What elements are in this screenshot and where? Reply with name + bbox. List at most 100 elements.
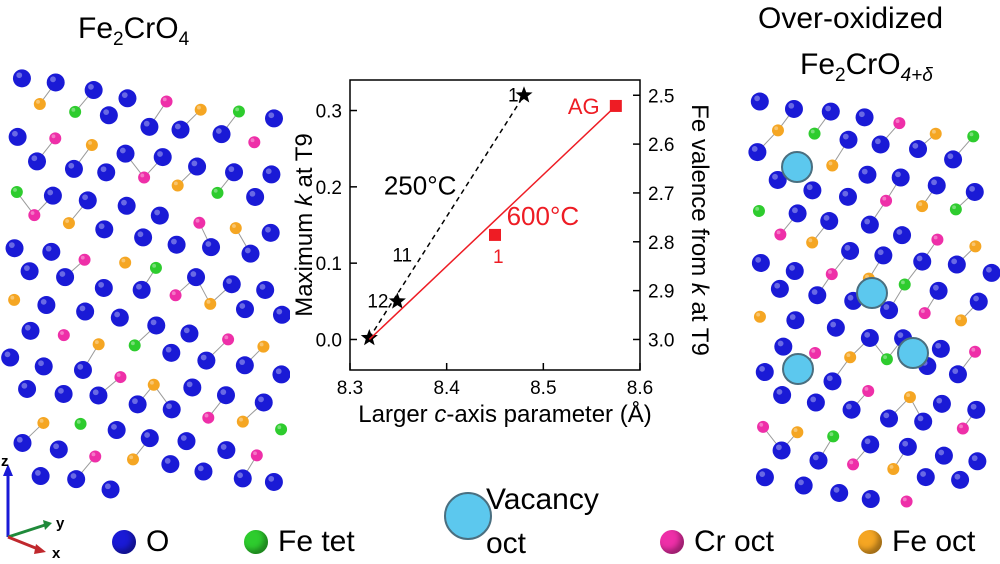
o-atom xyxy=(153,148,172,167)
o-atom xyxy=(916,468,935,487)
fe-tet-atom-shine xyxy=(13,188,17,192)
legend-label-fe-oct: Fe oct xyxy=(892,525,976,558)
o-atom-shine xyxy=(111,423,117,430)
o-atom-shine xyxy=(947,153,954,160)
o-atom xyxy=(898,437,917,456)
o-atom-shine xyxy=(830,321,837,328)
legend-item-fe-tet: Fe tet xyxy=(244,522,355,562)
o-atom xyxy=(73,360,92,379)
o-atom xyxy=(934,446,953,465)
cr-oct-atom xyxy=(893,117,906,130)
o-atom-shine xyxy=(8,242,15,248)
o-atom-shine xyxy=(58,387,64,394)
cr-oct-atom-shine xyxy=(91,452,96,457)
o-atom xyxy=(772,441,791,460)
o-atom-shine xyxy=(789,264,795,271)
data-point-square xyxy=(609,99,622,112)
cr-oct-atom-shine xyxy=(195,218,200,223)
fe-tet-atom xyxy=(211,186,224,199)
o-atom-shine xyxy=(973,295,979,302)
cr-oct-atom-shine xyxy=(811,348,816,353)
fe-tet-atom-shine xyxy=(969,132,974,137)
fe-oct-atom-shine xyxy=(239,417,243,422)
fe-tet-atom-icon xyxy=(244,530,268,554)
o-atom xyxy=(20,262,39,281)
o-atom xyxy=(13,433,32,452)
o-atom-shine xyxy=(183,327,190,334)
o-atom xyxy=(171,120,190,139)
o-atom-shine xyxy=(806,184,813,191)
x-tick-label: 8.6 xyxy=(627,378,653,399)
o-atom-shine xyxy=(132,398,138,405)
o-atom xyxy=(34,357,53,376)
o-atom xyxy=(774,337,793,356)
o-atom xyxy=(262,165,281,184)
o-atom-shine xyxy=(875,138,881,145)
o-atom-shine xyxy=(12,130,18,137)
o-atom xyxy=(861,435,880,454)
o-atom xyxy=(823,372,842,391)
fe-tet-atom-shine xyxy=(152,263,157,268)
o-atom-shine xyxy=(902,440,909,447)
o-atom xyxy=(748,143,767,162)
o-atom xyxy=(826,318,845,337)
cr-oct-atom-shine xyxy=(80,255,85,260)
o-atom-shine xyxy=(24,324,31,331)
fe-tet-atom xyxy=(967,130,980,143)
fe-oct-atom-shine xyxy=(206,299,211,304)
fe-oct-atom-shine xyxy=(918,202,923,206)
cr-oct-atom xyxy=(28,209,41,222)
o-atom-shine xyxy=(50,76,56,83)
cr-oct-atom-shine xyxy=(933,235,938,240)
fe-oct-atom xyxy=(33,97,46,110)
o-atom xyxy=(140,117,159,136)
legend-item-vacancy: Vacancy oct xyxy=(440,483,640,562)
y-tick-label: 0.3 xyxy=(316,102,342,123)
o-atom-shine xyxy=(100,166,107,173)
vacancy-site xyxy=(782,353,814,385)
o-atom xyxy=(858,165,877,184)
cr-oct-atom xyxy=(89,450,102,463)
o-atom xyxy=(909,140,928,159)
o-atom-shine xyxy=(842,133,849,140)
cr-oct-atom xyxy=(193,216,206,229)
o-atom-shine xyxy=(53,443,59,450)
fe-tet-atom xyxy=(752,204,765,217)
o-atom-shine xyxy=(259,283,266,290)
o-atom xyxy=(95,220,114,239)
o-atom-shine xyxy=(788,102,795,109)
o-atom-shine xyxy=(88,84,94,90)
o-atom-shine xyxy=(759,471,766,477)
o-atom-shine xyxy=(920,471,926,477)
right-structure-title-formula: Fe2CrO4+δ xyxy=(800,48,933,86)
fe-tet-atom xyxy=(10,186,23,199)
fe-oct-atom xyxy=(916,200,929,213)
cr-oct-atom-shine xyxy=(224,335,229,340)
fe-oct-atom-shine xyxy=(906,393,911,397)
x-tick-label: 8.4 xyxy=(433,378,460,399)
o-atom-shine xyxy=(268,112,275,119)
right-structure-title-line1: Over-oxidized xyxy=(758,2,944,35)
fe-oct-atom xyxy=(236,415,249,428)
o-atom-shine xyxy=(220,389,227,395)
o-atom-shine xyxy=(104,483,111,490)
o-atom-shine xyxy=(883,412,890,419)
cr-oct-atom xyxy=(250,449,263,462)
o-atom-shine xyxy=(823,214,830,221)
o-atom xyxy=(820,212,839,231)
o-atom-shine xyxy=(174,123,181,130)
o-atom-shine xyxy=(858,111,865,118)
o-atom xyxy=(803,181,822,200)
o-atom-shine xyxy=(896,229,903,235)
fe-tet-atom-shine xyxy=(755,206,760,211)
fe-oct-atom xyxy=(955,314,968,327)
cr-oct-atom-shine xyxy=(171,291,176,296)
cr-oct-atom-shine xyxy=(253,451,257,456)
fe-oct-atom-shine xyxy=(94,340,99,345)
fe-oct-atom-shine xyxy=(259,342,264,347)
o-atom xyxy=(76,302,95,321)
o-atom-shine xyxy=(215,128,222,134)
o-atom-shine xyxy=(936,397,943,404)
o-atom xyxy=(246,187,265,206)
fe-tet-atom-shine xyxy=(952,205,956,210)
